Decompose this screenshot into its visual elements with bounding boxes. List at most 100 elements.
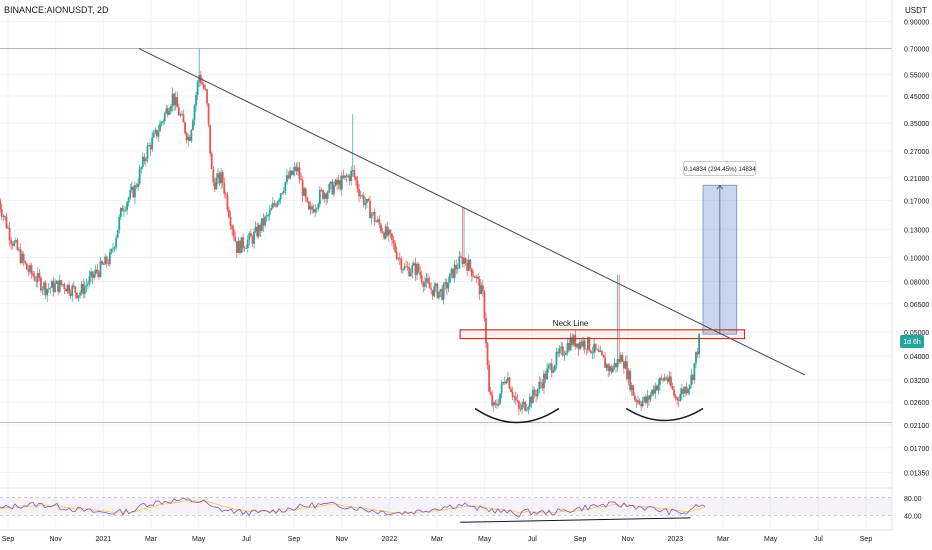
- candle-body[interactable]: [500, 383, 503, 394]
- candle-body[interactable]: [320, 189, 323, 191]
- candle-body[interactable]: [325, 193, 328, 199]
- candle-body[interactable]: [85, 284, 88, 287]
- candle-body[interactable]: [358, 188, 360, 197]
- candle-body[interactable]: [201, 82, 204, 85]
- candle-body[interactable]: [685, 386, 688, 394]
- candle-body[interactable]: [239, 240, 241, 253]
- candle-body[interactable]: [69, 293, 72, 296]
- candle-body[interactable]: [445, 282, 448, 289]
- candle-body[interactable]: [579, 341, 581, 350]
- candle-body[interactable]: [36, 272, 39, 282]
- candle-body[interactable]: [132, 186, 135, 198]
- candle-body[interactable]: [91, 271, 94, 278]
- candle-body[interactable]: [464, 257, 467, 264]
- candle-body[interactable]: [311, 206, 313, 210]
- candle-body[interactable]: [348, 175, 351, 181]
- candle-body[interactable]: [535, 394, 538, 397]
- candle-body[interactable]: [145, 159, 147, 161]
- candle-body[interactable]: [671, 386, 674, 390]
- candle-body[interactable]: [209, 124, 212, 154]
- candle-body[interactable]: [566, 343, 569, 353]
- candle-body[interactable]: [265, 215, 268, 217]
- candle-body[interactable]: [679, 394, 682, 401]
- candle-body[interactable]: [602, 354, 605, 358]
- candle-body[interactable]: [298, 167, 301, 179]
- candle-body[interactable]: [416, 264, 418, 275]
- candle-body[interactable]: [486, 343, 489, 366]
- candle-body[interactable]: [202, 84, 205, 89]
- candle-body[interactable]: [160, 122, 163, 124]
- candle-body[interactable]: [666, 378, 669, 382]
- candle-body[interactable]: [693, 363, 696, 380]
- candle-body[interactable]: [525, 409, 528, 411]
- candle-body[interactable]: [80, 284, 83, 293]
- candle-body[interactable]: [329, 181, 332, 184]
- candle-body[interactable]: [369, 200, 371, 219]
- candle-body[interactable]: [312, 209, 315, 213]
- candle-body[interactable]: [74, 286, 77, 293]
- candle-body[interactable]: [40, 277, 42, 291]
- candle-body[interactable]: [612, 367, 614, 373]
- candle-body[interactable]: [580, 341, 583, 347]
- candle-body[interactable]: [337, 180, 340, 185]
- candle-body[interactable]: [370, 213, 373, 219]
- candle-body[interactable]: [682, 388, 685, 394]
- candle-body[interactable]: [301, 180, 304, 196]
- candle-body[interactable]: [572, 335, 575, 345]
- candle-body[interactable]: [157, 131, 160, 137]
- candle-body[interactable]: [168, 111, 171, 115]
- candle-body[interactable]: [72, 285, 75, 287]
- candle-body[interactable]: [163, 113, 166, 121]
- candle-body[interactable]: [590, 350, 592, 353]
- candle-body[interactable]: [351, 169, 354, 172]
- candle-body[interactable]: [575, 343, 578, 347]
- candle-body[interactable]: [176, 97, 179, 108]
- candle-body[interactable]: [177, 107, 180, 116]
- candle-body[interactable]: [88, 276, 91, 284]
- candle-body[interactable]: [170, 106, 172, 112]
- candle-body[interactable]: [43, 282, 45, 289]
- candle-body[interactable]: [60, 280, 63, 285]
- candle-body[interactable]: [394, 243, 396, 252]
- candle-body[interactable]: [453, 264, 456, 279]
- candle-body[interactable]: [123, 210, 125, 212]
- candle-body[interactable]: [411, 265, 414, 273]
- candle-body[interactable]: [439, 289, 442, 292]
- candle-body[interactable]: [307, 201, 310, 210]
- candle-body[interactable]: [376, 219, 379, 222]
- candle-body[interactable]: [27, 269, 30, 272]
- candle-body[interactable]: [381, 231, 384, 233]
- candle-body[interactable]: [528, 396, 531, 407]
- candle-body[interactable]: [588, 337, 591, 351]
- candle-body[interactable]: [423, 282, 426, 287]
- candle-body[interactable]: [79, 292, 81, 296]
- candle-body[interactable]: [409, 272, 412, 277]
- candle-body[interactable]: [615, 362, 617, 368]
- candle-body[interactable]: [513, 396, 516, 398]
- candle-body[interactable]: [687, 389, 690, 394]
- candle-body[interactable]: [507, 377, 509, 381]
- candle-body[interactable]: [260, 218, 263, 231]
- candle-body[interactable]: [179, 114, 182, 116]
- candles[interactable]: [0, 48, 701, 416]
- candle-body[interactable]: [660, 377, 663, 379]
- candle-body[interactable]: [240, 237, 243, 253]
- candle-body[interactable]: [593, 343, 596, 353]
- candle-body[interactable]: [508, 377, 511, 389]
- candle-body[interactable]: [621, 354, 624, 362]
- candle-body[interactable]: [373, 212, 376, 222]
- candle-body[interactable]: [99, 261, 102, 277]
- candle-body[interactable]: [380, 224, 382, 232]
- candle-body[interactable]: [419, 272, 422, 276]
- candle-body[interactable]: [134, 185, 136, 198]
- candle-body[interactable]: [627, 370, 630, 380]
- candle-body[interactable]: [155, 129, 158, 137]
- candle-body[interactable]: [384, 226, 387, 239]
- candle-body[interactable]: [447, 282, 450, 289]
- candle-body[interactable]: [539, 382, 542, 384]
- candle-body[interactable]: [49, 287, 52, 289]
- candle-body[interactable]: [510, 388, 512, 393]
- candle-body[interactable]: [149, 144, 152, 150]
- candle-body[interactable]: [492, 402, 495, 406]
- candle-body[interactable]: [224, 193, 227, 195]
